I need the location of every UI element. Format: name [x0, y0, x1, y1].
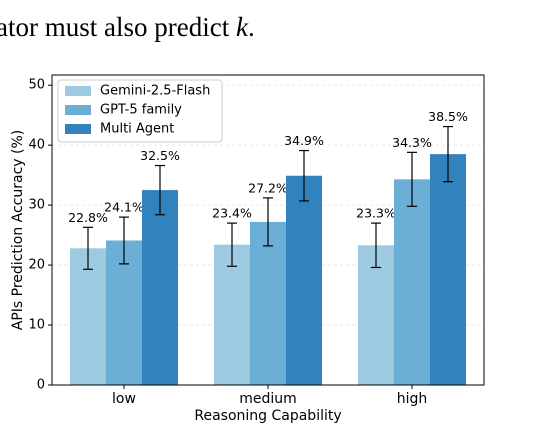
y-tick-label: 50 [28, 78, 45, 93]
y-tick-label: 20 [28, 258, 45, 273]
error-bar [155, 164, 165, 216]
value-label: 22.8% [68, 210, 108, 225]
y-tick-label: 30 [28, 198, 45, 213]
error-bar [119, 216, 129, 265]
x-axis-label: Reasoning Capability [194, 408, 341, 424]
value-label: 34.3% [392, 135, 432, 150]
x-tick-label: medium [239, 391, 297, 407]
bar [214, 244, 250, 385]
bar [358, 245, 394, 385]
error-bar [443, 125, 453, 183]
bar [394, 179, 430, 385]
error-bar [263, 197, 273, 247]
value-label: 23.3% [356, 206, 396, 221]
value-label: 23.4% [212, 206, 252, 221]
error-bar [407, 151, 417, 207]
legend-box [57, 79, 223, 143]
x-tick-label: low [112, 391, 136, 407]
y-axis-label: APIs Prediction Accuracy (%) [10, 130, 26, 330]
paper-text-variable: k [236, 12, 249, 42]
value-label: 24.1% [104, 200, 144, 215]
axes-frame [51, 74, 485, 386]
paper-text-part: . [248, 12, 255, 42]
bar [286, 175, 322, 385]
value-label: 38.5% [428, 109, 468, 124]
bar [142, 190, 178, 385]
error-bar [299, 149, 309, 202]
legend-label: Gemini-2.5-Flash [100, 84, 210, 99]
error-bar [83, 226, 93, 270]
bar [106, 240, 142, 385]
value-label: 34.9% [284, 133, 324, 148]
paper-text-part: ator must also predict [0, 12, 236, 42]
value-label: 27.2% [248, 180, 288, 195]
legend-label: GPT-5 family [100, 103, 182, 118]
x-tick-label: high [397, 391, 428, 407]
legend-label: Multi Agent [100, 122, 174, 137]
legend-swatch [65, 86, 91, 96]
y-tick-label: 10 [28, 318, 45, 333]
bar [70, 248, 106, 385]
y-tick-label: 0 [37, 378, 45, 393]
legend-swatch [65, 124, 91, 134]
error-bar [227, 222, 237, 267]
error-bar [371, 222, 381, 269]
legend: Gemini-2.5-Flash GPT-5 family Multi Agent [57, 79, 223, 143]
y-tick-label: 40 [28, 138, 45, 153]
paper-text: ator must also predict k. [0, 12, 255, 42]
bar [430, 154, 466, 385]
value-label: 32.5% [140, 148, 180, 163]
legend-swatch [65, 105, 91, 115]
bar [250, 221, 286, 385]
